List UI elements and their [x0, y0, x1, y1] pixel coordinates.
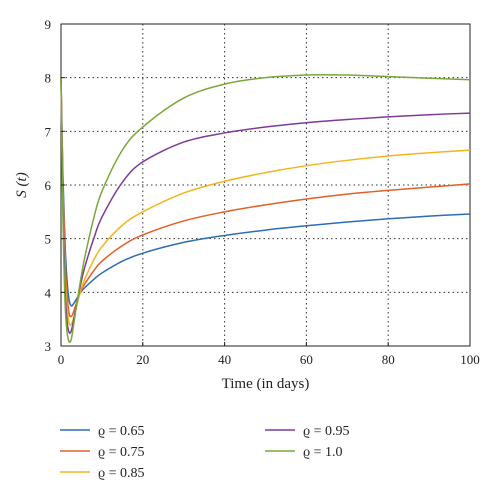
series-line-5 [60, 73, 471, 343]
y-tick-label: 4 [45, 285, 52, 300]
legend-label: ϱ = 0.85 [98, 466, 145, 481]
y-axis-label: S (t) [14, 172, 30, 197]
legend-label: ϱ = 0.65 [98, 424, 145, 439]
x-tick-label: 20 [136, 352, 149, 367]
series-line-3 [60, 77, 471, 327]
grid [61, 24, 470, 346]
legend-label: ϱ = 1.0 [303, 445, 343, 460]
series-line-2 [60, 77, 471, 318]
x-tick-label: 0 [58, 352, 65, 367]
axis-ticks: 0 20 40 60 80 100 3 4 5 6 7 8 9 [45, 17, 480, 367]
series-line-4 [60, 77, 471, 334]
legend-item: ϱ = 0.75 [60, 445, 145, 460]
series-lines [60, 73, 471, 343]
legend-item: ϱ = 0.65 [60, 424, 145, 439]
y-tick-label: 9 [45, 17, 52, 32]
y-tick-label: 5 [45, 232, 52, 247]
x-tick-label: 60 [300, 352, 313, 367]
y-tick-label: 6 [45, 178, 52, 193]
legend: ϱ = 0.65 ϱ = 0.75 ϱ = 0.85 ϱ = 0.95 ϱ = 1.0 [60, 424, 350, 481]
y-tick-label: 7 [45, 124, 52, 139]
legend-item: ϱ = 0.85 [60, 466, 145, 481]
y-tick-label: 8 [45, 71, 52, 86]
x-tick-label: 80 [382, 352, 395, 367]
x-axis-label: Time (in days) [222, 376, 310, 392]
series-line-1 [60, 77, 471, 307]
legend-label: ϱ = 0.75 [98, 445, 145, 460]
legend-label: ϱ = 0.95 [303, 424, 350, 439]
legend-item: ϱ = 1.0 [265, 445, 343, 460]
x-tick-label: 40 [218, 352, 231, 367]
y-tick-label: 3 [45, 339, 52, 354]
x-tick-label: 100 [460, 352, 480, 367]
legend-item: ϱ = 0.95 [265, 424, 350, 439]
